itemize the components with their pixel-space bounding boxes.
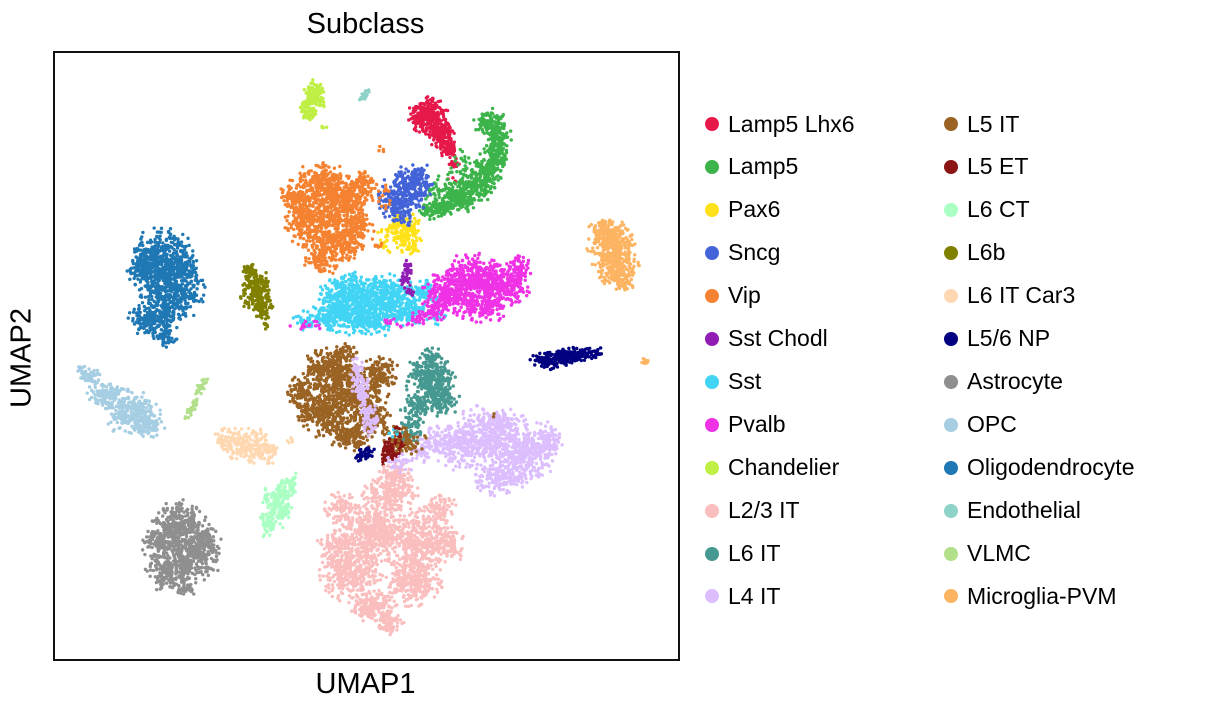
plot-title: Subclass (306, 8, 425, 40)
y-axis-label: UMAP2 (5, 308, 38, 408)
x-axis-label: UMAP1 (315, 668, 416, 700)
